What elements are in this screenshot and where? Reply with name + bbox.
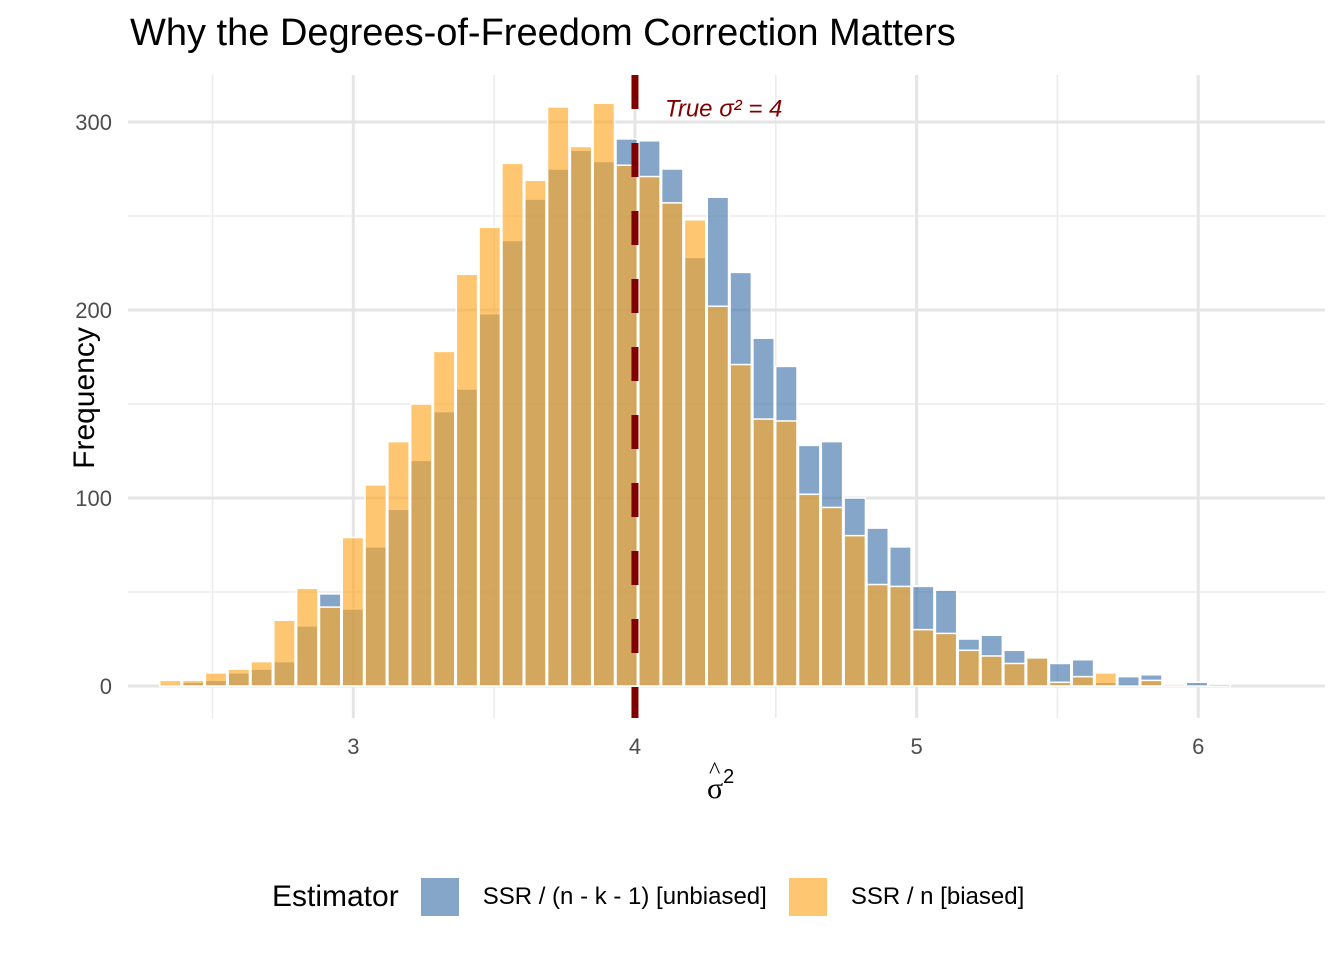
bar-biased [592,102,616,687]
legend-title: Estimator [272,880,399,913]
bar-biased [980,655,1004,687]
bar-biased [478,226,502,687]
x-tick-label: 5 [910,734,922,759]
y-tick-label: 300 [75,110,112,135]
bar-biased [318,606,342,687]
x-tick-label: 4 [629,734,641,759]
bar-biased [523,179,547,687]
bar-biased [409,403,433,687]
bar-biased [797,493,821,687]
bar-biased [752,418,775,687]
bar-biased [227,668,251,687]
bar-unbiased [1117,675,1140,687]
bar-biased [546,106,570,687]
bar-biased [387,440,410,687]
bar-biased [501,162,524,687]
bar-biased [889,585,912,687]
bar-biased [1139,679,1163,687]
bar-biased [250,660,274,687]
bar-biased [843,534,867,687]
y-axis-label: Frequency [67,327,101,469]
x-axis-label: σ2 [707,758,734,806]
bar-biased [1048,681,1072,687]
legend-label-unbiased: SSR / (n - k - 1) [unbiased] [482,883,767,910]
superscript-2: 2 [723,766,735,788]
bar-biased [432,350,456,687]
y-tick-label: 200 [75,298,112,323]
bars [158,102,1232,687]
bar-biased [1025,657,1049,687]
bar-biased [1071,675,1095,687]
bar-biased [273,619,296,687]
legend-key-biased [788,878,827,916]
x-tick-label: 6 [1192,734,1204,759]
bar-biased [934,632,958,687]
y-tick-label: 0 [100,674,112,699]
bar-biased [774,420,798,687]
bar-biased [181,679,205,687]
x-tick-label: 3 [347,734,359,759]
bar-biased [729,363,753,687]
bar-biased [1162,683,1186,687]
bar-biased [866,583,890,687]
legend: Estimator SSR / (n - k - 1) [unbiased] S… [272,878,1046,916]
bar-biased [1094,672,1118,687]
bar-biased [455,273,479,687]
bar-biased [911,628,935,687]
y-tick-label: 100 [75,486,112,511]
bar-biased [683,219,707,687]
bar-biased [364,484,388,687]
bar-biased [957,649,981,687]
bar-biased [569,145,593,687]
bar-biased [660,202,684,687]
bar-biased [204,672,228,687]
bar-unbiased [1208,683,1232,687]
bar-biased [638,175,661,687]
legend-label-biased: SSR / n [biased] [850,883,1025,910]
bar-biased [295,587,319,687]
sigma-hat-symbol: σ [707,758,723,806]
reference-line-group: True σ² = 4 [631,75,782,718]
bar-biased [341,536,365,687]
axis-ticks: 0 100 200 300 3 4 5 6 [75,110,1204,759]
bar-biased [158,679,182,687]
chart-title: Why the Degrees-of-Freedom Correction Ma… [130,12,956,54]
legend-key-unbiased [420,878,459,916]
bar-unbiased [1185,681,1209,687]
bar-biased [1003,662,1026,687]
bar-biased [820,506,844,687]
reference-line-annotation: True σ² = 4 [665,95,782,122]
bar-biased [706,305,730,687]
